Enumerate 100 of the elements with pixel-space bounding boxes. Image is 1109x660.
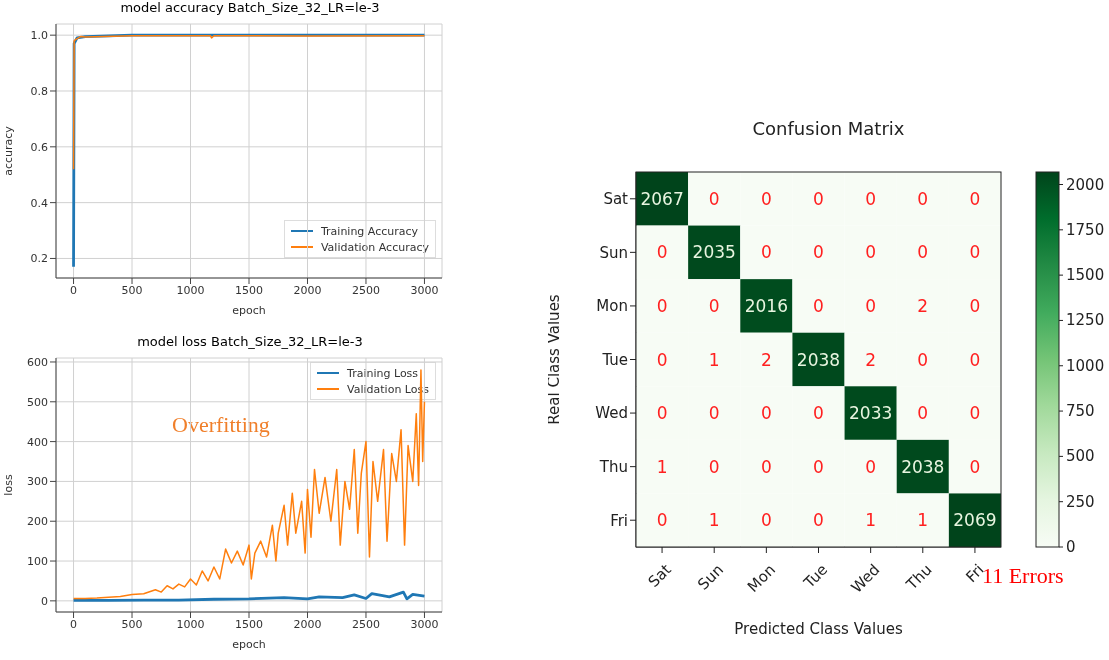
color-bar-label: 750 [1066, 402, 1095, 421]
y-tick-label: 0.6 [30, 140, 48, 154]
data-label: 0 [813, 403, 824, 424]
color-bar-label: 250 [1066, 492, 1095, 511]
y-tick-label: Sun [599, 243, 628, 262]
data-label: 0 [760, 188, 772, 209]
data-label: 0 [865, 242, 877, 263]
data-label: 0 [813, 242, 824, 263]
legend-label: Training Accuracy [320, 224, 419, 238]
data-label: 2 [760, 349, 772, 370]
data-label: 0 [969, 456, 981, 477]
data-label: 2038 [796, 349, 841, 370]
chart-title: Confusion Matrix [751, 118, 906, 139]
data-label: 0 [917, 188, 929, 209]
y-tick-label: Mon [596, 297, 628, 316]
x-tick-label: 2500 [351, 617, 380, 631]
data-label: 0 [760, 242, 772, 263]
y-tick-label: Tue [601, 350, 628, 369]
data-label: 0 [969, 242, 981, 263]
annotation: Overfitting [172, 412, 270, 438]
y-tick-label: 0.2 [30, 252, 48, 266]
legend-label: Validation Accuracy [320, 240, 429, 254]
chart-title: model loss Batch_Size_32_LR=le-3 [136, 334, 364, 351]
y-tick-label: 600 [27, 355, 48, 369]
x-tick-label: 2000 [293, 283, 322, 297]
data-label: 2067 [640, 188, 684, 209]
x-tick-label: 3000 [410, 617, 439, 631]
y-tick-label: 200 [27, 515, 48, 529]
x-tick-label: 500 [121, 283, 143, 297]
y-axis-title: loss [1, 474, 15, 496]
x-tick-label: Tue [799, 560, 832, 593]
data-label: 0 [813, 456, 824, 477]
data-label: 0 [813, 188, 824, 209]
data-label: 0 [656, 510, 668, 531]
data-label: 0 [865, 188, 877, 209]
data-label: 0 [708, 188, 720, 209]
x-tick-label: 500 [121, 617, 143, 631]
color-bar-label: 1000 [1066, 356, 1105, 375]
x-tick-label: 2000 [293, 617, 322, 631]
data-label: 0 [708, 456, 720, 477]
data-label: 1 [708, 349, 720, 370]
y-tick-label: 0.8 [30, 84, 48, 98]
y-tick-label: Thu [598, 457, 628, 476]
data-label: 0 [708, 403, 720, 424]
x-tick-label: 1500 [235, 283, 263, 297]
data-label: 0 [917, 242, 929, 263]
data-label: 0 [969, 403, 981, 424]
y-tick-label: 500 [27, 395, 48, 409]
data-label: 1 [917, 510, 929, 531]
data-label: 1 [865, 510, 877, 531]
data-label: 0 [813, 510, 824, 531]
data-label: 0 [917, 403, 929, 424]
x-tick-label: 0 [70, 283, 78, 297]
y-tick-label: 0.4 [30, 196, 48, 210]
y-tick-label: Sat [603, 190, 629, 209]
color-bar-label: 500 [1066, 447, 1095, 466]
y-tick-label: 300 [27, 475, 48, 489]
x-tick-label: 2500 [351, 283, 380, 297]
x-tick-label: Thu [902, 560, 936, 595]
data-label: 1 [656, 456, 668, 477]
x-axis-title: epoch [232, 638, 266, 651]
color-bar-label: 2000 [1066, 175, 1105, 194]
chart-title: model accuracy Batch_Size_32_LR=le-3 [119, 0, 381, 17]
data-label: 2016 [744, 295, 788, 316]
x-tick-label: Sun [694, 560, 727, 594]
data-label: 0 [656, 403, 668, 424]
y-tick-label: Wed [595, 404, 628, 423]
y-tick-label: Fri [610, 511, 628, 530]
x-tick-label: 0 [70, 617, 78, 631]
x-tick-label: 1500 [235, 617, 263, 631]
color-bar-label: 1250 [1066, 311, 1105, 330]
data-label: 0 [917, 349, 929, 370]
color-bar-label: 1750 [1066, 220, 1105, 239]
data-label: 2033 [849, 403, 893, 424]
data-label: 0 [969, 349, 981, 370]
color-bar-label: 1500 [1066, 266, 1105, 285]
data-label: 1 [708, 510, 720, 531]
data-label: 0 [656, 242, 668, 263]
data-label: 2069 [953, 510, 997, 531]
data-label: 0 [865, 456, 877, 477]
data-label: 2 [865, 349, 877, 370]
data-label: 2035 [692, 242, 736, 263]
data-label: 2038 [901, 456, 945, 477]
x-tick-label: Sat [644, 560, 675, 591]
y-axis-title: accuracy [1, 125, 15, 176]
data-label: 0 [760, 403, 772, 424]
y-tick-label: 1.0 [30, 29, 48, 43]
x-tick-label: 1000 [176, 283, 205, 297]
data-label: 0 [760, 510, 772, 531]
data-label: 0 [969, 188, 981, 209]
y-tick-label: 400 [27, 435, 48, 449]
x-axis-title: Predicted Class Values [734, 620, 903, 638]
x-tick-label: 3000 [410, 283, 439, 297]
x-axis-title: epoch [232, 304, 266, 317]
y-tick-label: 100 [27, 554, 48, 568]
y-tick-label: 0 [41, 594, 48, 608]
data-label: 0 [656, 349, 668, 370]
y-axis-title: Real Class Values [545, 294, 564, 425]
data-label: 2 [917, 295, 929, 316]
color-bar-label: 0 [1066, 538, 1076, 556]
